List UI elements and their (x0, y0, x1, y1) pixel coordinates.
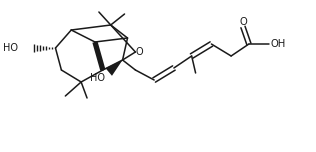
Text: OH: OH (270, 39, 286, 49)
Text: HO: HO (90, 73, 105, 83)
Text: O: O (239, 17, 247, 27)
Text: HO: HO (3, 43, 18, 53)
Text: O: O (135, 47, 143, 57)
Polygon shape (106, 60, 123, 76)
